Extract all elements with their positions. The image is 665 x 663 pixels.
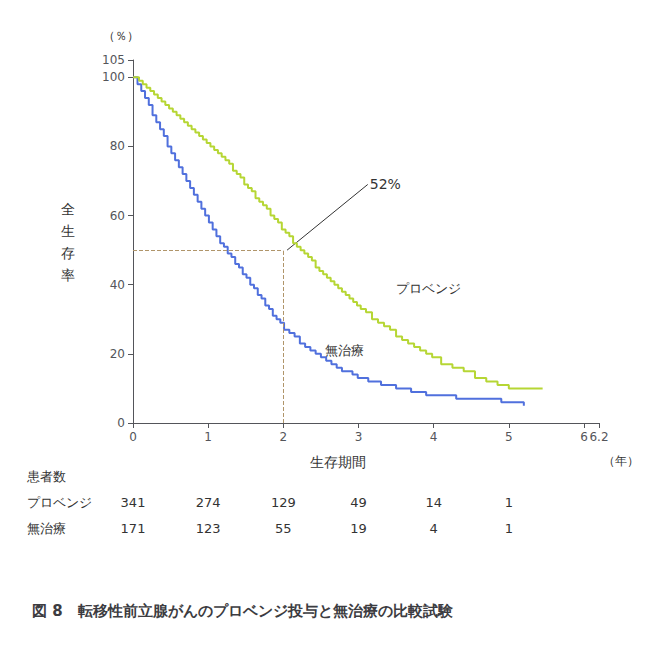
svg-text:生: 生: [61, 223, 75, 239]
svg-text:341: 341: [121, 495, 146, 510]
svg-text:プロベンジ: プロベンジ: [27, 495, 92, 510]
svg-text:（年）: （年）: [603, 454, 639, 468]
svg-text:率: 率: [61, 267, 75, 283]
svg-text:123: 123: [196, 521, 221, 536]
svg-text:図 8 転移性前立腺がんのプロベンジ投与と無治療の比較試験: 図 8 転移性前立腺がんのプロベンジ投与と無治療の比較試験: [32, 602, 454, 620]
svg-text:0: 0: [129, 430, 137, 444]
svg-text:3: 3: [355, 430, 363, 444]
svg-text:14: 14: [425, 495, 442, 510]
svg-text:存: 存: [61, 245, 75, 261]
svg-text:171: 171: [121, 521, 146, 536]
svg-text:1: 1: [204, 430, 212, 444]
svg-text:0: 0: [117, 416, 125, 430]
svg-text:100: 100: [102, 70, 125, 84]
svg-text:6: 6: [580, 430, 588, 444]
svg-text:55: 55: [275, 521, 292, 536]
svg-text:274: 274: [196, 495, 221, 510]
svg-text:20: 20: [110, 347, 125, 361]
svg-text:4: 4: [430, 430, 438, 444]
svg-text:52%: 52%: [370, 176, 401, 192]
svg-text:無治療: 無治療: [325, 343, 364, 358]
svg-text:1: 1: [505, 521, 513, 536]
svg-text:6.2: 6.2: [589, 430, 608, 444]
svg-text:プロベンジ: プロベンジ: [396, 281, 461, 296]
svg-text:19: 19: [350, 521, 367, 536]
svg-text:無治療: 無治療: [27, 521, 66, 536]
svg-text:生存期間: 生存期間: [310, 454, 366, 470]
svg-text:患者数: 患者数: [26, 469, 66, 484]
svg-text:40: 40: [110, 278, 125, 292]
svg-text:5: 5: [505, 430, 513, 444]
svg-text:2: 2: [280, 430, 288, 444]
svg-text:全: 全: [61, 201, 75, 217]
svg-text:4: 4: [430, 521, 438, 536]
svg-text:49: 49: [350, 495, 367, 510]
svg-text:129: 129: [271, 495, 296, 510]
svg-text:60: 60: [110, 209, 125, 223]
svg-text:（％）: （％）: [103, 29, 139, 43]
svg-text:80: 80: [110, 139, 125, 153]
svg-text:105: 105: [102, 53, 125, 67]
svg-text:1: 1: [505, 495, 513, 510]
